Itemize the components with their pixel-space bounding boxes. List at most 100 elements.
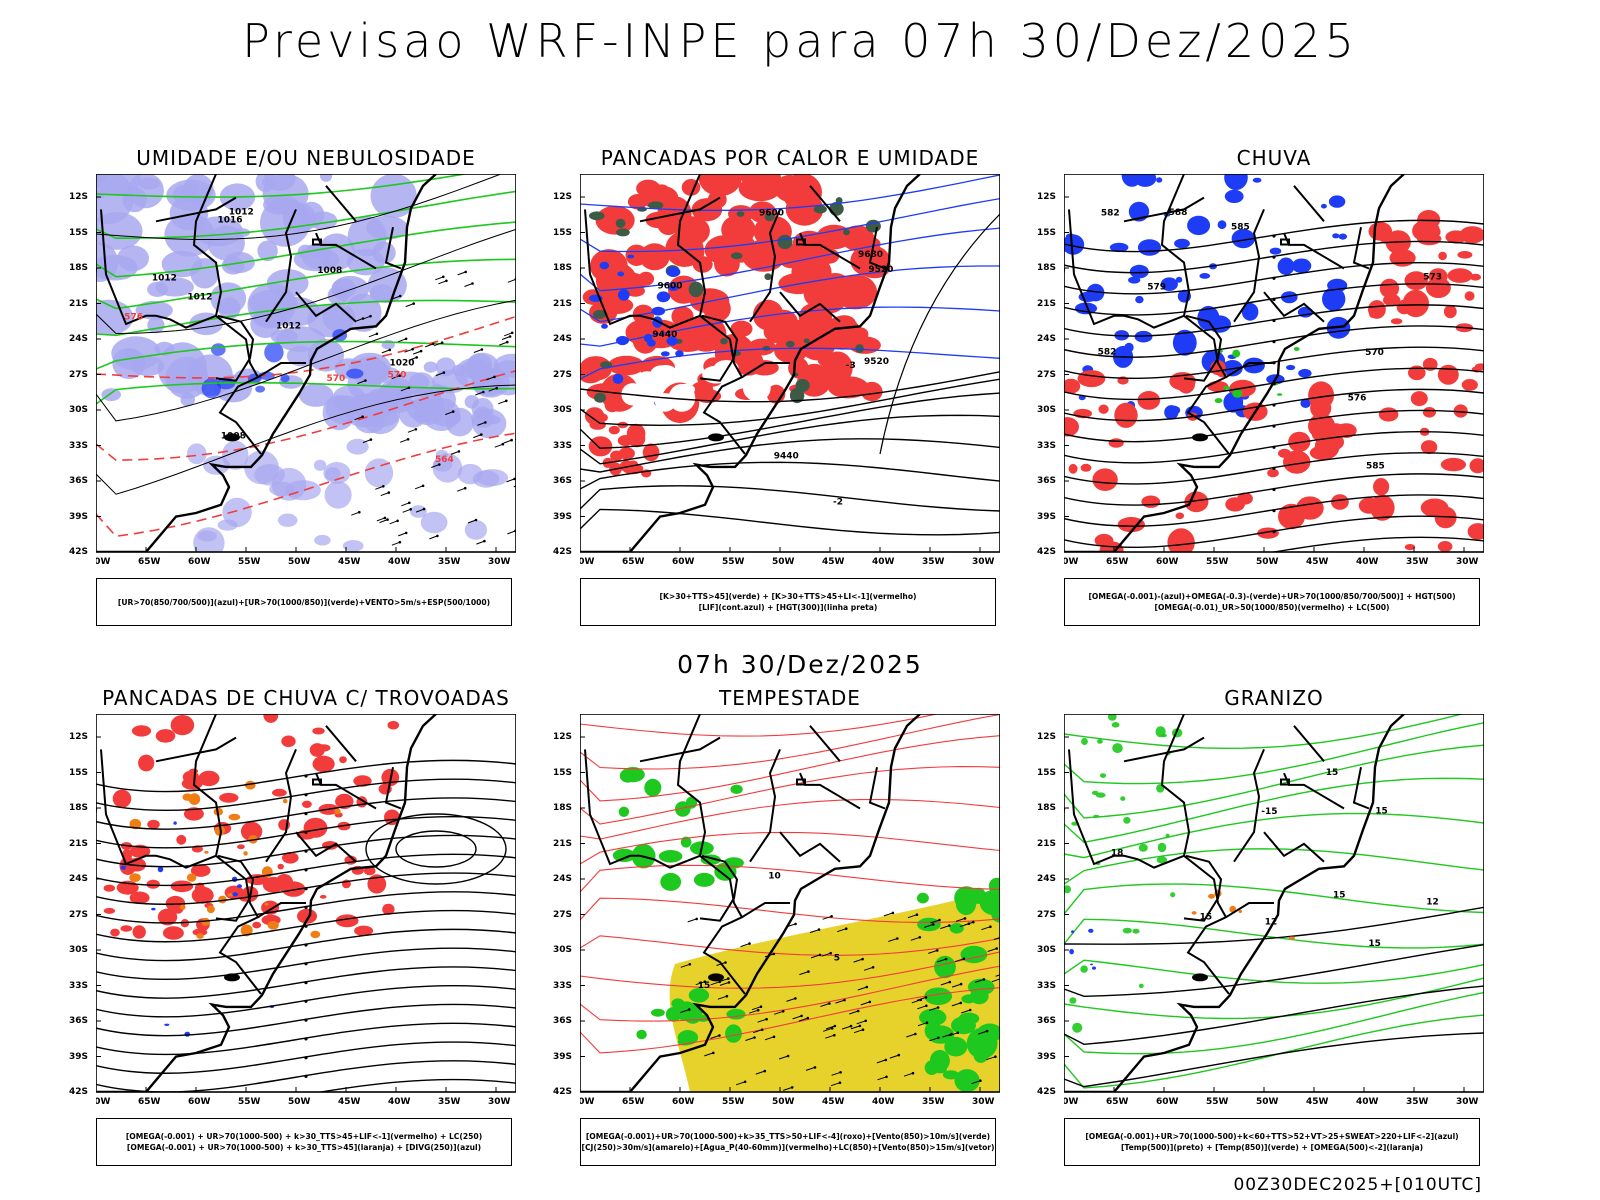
lat-tick-label: 39S (69, 511, 89, 522)
lat-tick-label: 24S (69, 334, 89, 344)
lat-tick-label: 24S (553, 334, 573, 344)
lat-tick-label: 36S (1037, 1016, 1057, 1026)
lat-tick-label: 24S (553, 874, 573, 884)
forecast-map: 15 15 12 15 12 -15 15 18 15 70W 65W 60W 55W 50W 45W 40W… (1064, 714, 1484, 1107)
lon-tick-label: 35W (922, 557, 945, 567)
lon-tick-label: 45W (1306, 557, 1329, 567)
lon-tick-label: 70W (580, 1097, 595, 1107)
contour-label: 1008 (221, 431, 246, 441)
lat-tick-label: 42S (69, 547, 89, 557)
lon-tick-label: 40W (872, 1097, 895, 1107)
lat-tick-label: 42S (1037, 1087, 1057, 1097)
lat-tick-label: 33S (553, 980, 573, 991)
contour-label: 570 (388, 371, 407, 381)
lon-tick-label: 40W (1356, 1097, 1379, 1107)
lat-tick-label: 24S (69, 874, 89, 884)
lat-tick-label: 21S (1037, 298, 1057, 309)
legend-line: [K>30+TTS>45](verde) + [K>30+TTS>45+LI<-… (659, 592, 917, 601)
contour-label: 585 (1231, 222, 1250, 232)
legend-line: [CJ(250)>30m/s](amarelo)+[Agua_P(40-60mm… (581, 1143, 995, 1152)
lon-tick-label: 65W (1106, 1097, 1129, 1107)
lat-tick-label: 21S (69, 298, 89, 309)
lon-tick-label: 40W (1356, 557, 1379, 567)
contour-label: 15 (1200, 912, 1213, 922)
lat-tick-label: 39S (553, 1051, 573, 1062)
valid-time-title: 07h 30/Dez/2025 (677, 650, 923, 679)
lat-tick-label: 21S (553, 838, 573, 849)
panel-title: UMIDADE E/OU NEBULOSIDADE (136, 146, 476, 170)
contour-label: 1012 (229, 208, 254, 218)
lon-tick-label: 60W (188, 1097, 211, 1107)
lon-tick-label: 50W (1256, 557, 1279, 567)
lon-tick-label: 30W (488, 1097, 511, 1107)
contour-label: 576 (1348, 394, 1367, 404)
legend-line: [UR>70(850/700/500)](azul)+[UR>70(1000/8… (117, 597, 491, 607)
contour-label: 15 (1368, 939, 1381, 949)
panel-legend: [K>30+TTS>45](verde) + [K>30+TTS>45+LI<-… (580, 578, 996, 626)
lat-tick-label: 33S (69, 440, 89, 451)
lon-tick-label: 45W (822, 557, 845, 567)
lat-tick-label: 42S (69, 1087, 89, 1097)
panel-title: CHUVA (1236, 146, 1312, 170)
lon-tick-label: 35W (1406, 557, 1429, 567)
lat-tick-label: 27S (1037, 369, 1057, 380)
panel-legend: [OMEGA(-0.001) + UR>70(1000-500) + k>30_… (96, 1118, 512, 1166)
lat-tick-label: 12S (69, 732, 89, 742)
lon-tick-label: 30W (1456, 557, 1479, 567)
lat-tick-label: 12S (1037, 192, 1057, 202)
contour-label: 570 (327, 374, 346, 384)
contour-label: 1008 (317, 266, 342, 276)
lat-tick-label: 33S (69, 980, 89, 991)
lat-tick-label: 18S (553, 263, 573, 273)
lat-tick-label: 33S (1037, 980, 1057, 991)
lat-tick-label: 33S (553, 440, 573, 451)
lon-tick-label: 30W (972, 557, 995, 567)
contour-label: -2 (833, 498, 843, 508)
contour-label: 573 (1423, 273, 1442, 283)
panel-legend: [UR>70(850/700/500)](azul)+[UR>70(1000/8… (96, 578, 512, 626)
lat-tick-label: 30S (1037, 405, 1057, 415)
lon-tick-label: 40W (872, 557, 895, 567)
panel-title: TEMPESTADE (719, 686, 861, 710)
contour-label: 18 (1111, 849, 1124, 859)
lon-tick-label: 50W (288, 1097, 311, 1107)
lon-tick-label: 55W (722, 557, 745, 567)
lat-tick-label: 12S (1037, 732, 1057, 742)
lat-tick-label: 12S (553, 192, 573, 202)
lon-tick-label: 45W (338, 1097, 361, 1107)
contour-label: 15 (1326, 768, 1339, 778)
lon-tick-label: 70W (580, 557, 595, 567)
lat-tick-label: 36S (553, 1016, 573, 1026)
lat-tick-label: 42S (1037, 547, 1057, 557)
contour-label: 15 (1333, 891, 1346, 901)
forecast-map: 1012101210121016100810085765705645701012… (96, 174, 516, 567)
contour-label: 588 (1169, 208, 1188, 218)
lat-tick-label: 18S (553, 803, 573, 813)
lon-tick-label: 70W (96, 557, 111, 567)
lat-tick-label: 27S (553, 369, 573, 380)
lon-tick-label: 50W (1256, 1097, 1279, 1107)
lat-tick-label: 15S (553, 767, 573, 778)
lat-tick-label: 42S (553, 547, 573, 557)
panel-legend: [OMEGA(-0.001)+UR>70(1000-500)+k<60+TTS>… (1064, 1118, 1480, 1166)
lon-tick-label: 35W (922, 1097, 945, 1107)
legend-line: [OMEGA(-0.001)-(azul)+OMEGA(-0.3)-(verde… (1088, 592, 1456, 601)
lat-tick-label: 30S (1037, 945, 1057, 955)
lat-tick-label: 18S (1037, 263, 1057, 273)
lat-tick-label: 15S (1037, 227, 1057, 238)
lon-tick-label: 40W (388, 1097, 411, 1107)
legend-line: [LIF](cont.azul) + [HGT(300)](linha pret… (698, 603, 878, 612)
contour-label: 9520 (864, 357, 889, 367)
lon-tick-label: 60W (1156, 557, 1179, 567)
contour-label: 570 (1365, 348, 1384, 358)
run-time-footer: 00Z30DEC2025+[010UTC] (1233, 1175, 1482, 1195)
lat-tick-label: 42S (553, 1087, 573, 1097)
lon-tick-label: 35W (1406, 1097, 1429, 1107)
contour-label: 12 (1265, 917, 1278, 927)
lon-tick-label: 65W (622, 557, 645, 567)
lat-tick-label: 30S (69, 405, 89, 415)
lat-tick-label: 36S (69, 1016, 89, 1026)
lon-tick-label: 65W (138, 557, 161, 567)
contour-label: 9520 (868, 265, 893, 275)
lon-tick-label: 50W (288, 557, 311, 567)
